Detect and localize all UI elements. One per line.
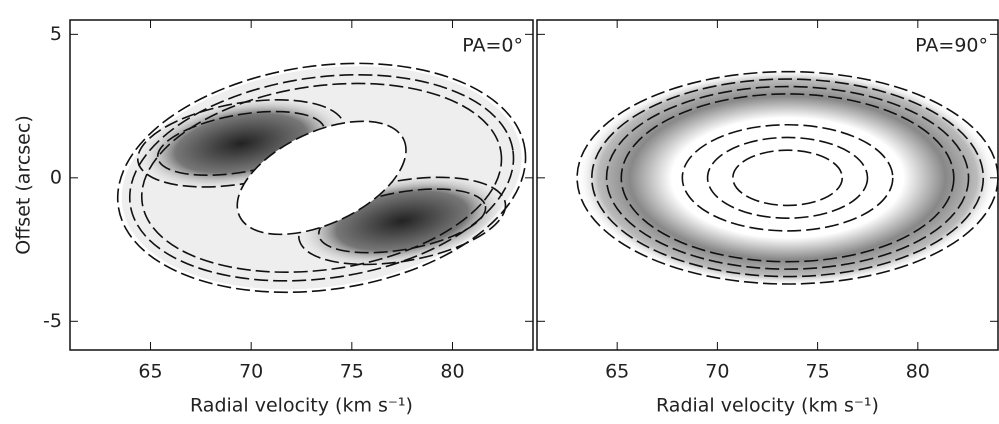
- x-tick-label: 80: [906, 361, 930, 383]
- contour: [577, 68, 998, 287]
- contour-image: [116, 62, 527, 294]
- x-axis-label: Radial velocity (km s⁻¹): [190, 395, 413, 417]
- contour: [591, 78, 985, 278]
- contour: [317, 188, 487, 254]
- x-tick-label: 75: [340, 361, 364, 383]
- contour: [706, 136, 869, 219]
- contour: [128, 73, 515, 282]
- annotation: PA=0°: [462, 35, 523, 57]
- contour: [605, 85, 970, 270]
- y-tick-label: 0: [50, 166, 62, 188]
- contour-image: [576, 68, 999, 287]
- contour: [681, 123, 894, 232]
- y-tick-label: -5: [43, 310, 62, 332]
- x-tick-label: 75: [806, 361, 830, 383]
- x-tick-label: 65: [138, 361, 162, 383]
- x-tick-label: 65: [605, 361, 629, 383]
- plot-frame: [69, 19, 534, 351]
- contour: [298, 176, 507, 266]
- contour: [116, 62, 527, 294]
- plot-frame: [536, 19, 999, 351]
- y-tick-label: 5: [50, 23, 62, 45]
- x-tick-label: 70: [705, 361, 729, 383]
- contour: [140, 82, 503, 273]
- contour: [732, 149, 844, 207]
- contour: [236, 120, 407, 236]
- x-tick-label: 80: [440, 361, 464, 383]
- x-tick-label: 70: [239, 361, 263, 383]
- annotation: PA=90°: [915, 35, 988, 57]
- x-axis-label: Radial velocity (km s⁻¹): [656, 395, 879, 417]
- y-axis-label: Offset (arcsec): [13, 115, 35, 254]
- contour: [620, 93, 955, 263]
